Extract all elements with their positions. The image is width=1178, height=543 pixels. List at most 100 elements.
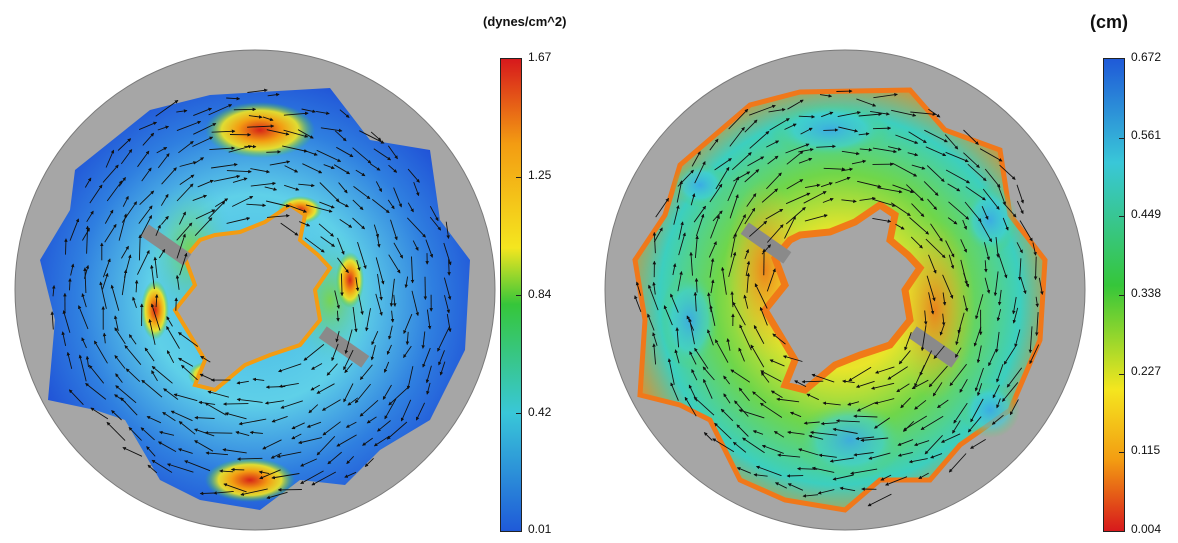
velocity-arrow: [386, 344, 392, 355]
velocity-arrow: [246, 203, 267, 208]
velocity-arrow: [963, 295, 969, 312]
velocity-arrow: [760, 370, 782, 382]
velocity-arrow: [773, 431, 785, 438]
velocity-arrow: [390, 310, 395, 323]
velocity-arrow: [316, 383, 335, 394]
velocity-arrow: [910, 111, 937, 116]
colorbar-unit-label: (dynes/cm^2): [483, 14, 567, 29]
velocity-arrow: [353, 186, 371, 200]
velocity-arrow: [767, 155, 779, 165]
velocity-arrow: [835, 176, 851, 184]
velocity-arrow: [194, 440, 214, 452]
velocity-arrow: [337, 257, 349, 274]
velocity-arrow: [321, 399, 341, 411]
velocity-arrow: [407, 168, 420, 183]
velocity-arrow: [157, 153, 170, 169]
velocity-arrow: [691, 368, 698, 381]
velocity-arrow: [766, 140, 780, 148]
velocity-arrow: [336, 310, 340, 322]
velocity-arrow: [851, 159, 867, 165]
velocity-arrow: [765, 208, 784, 220]
velocity-arrow: [930, 453, 943, 459]
velocity-arrow: [266, 214, 290, 218]
velocity-arrow: [335, 330, 340, 343]
blade: [318, 326, 370, 368]
velocity-arrow: [948, 201, 970, 220]
velocity-arrow: [693, 205, 706, 223]
velocity-arrow: [798, 114, 816, 119]
velocity-arrow: [142, 132, 155, 146]
velocity-arrow: [151, 366, 173, 384]
velocity-arrow: [690, 193, 696, 206]
velocity-arrow: [818, 453, 837, 458]
velocity-arrow: [104, 223, 117, 243]
velocity-arrow: [945, 169, 971, 184]
velocity-arrow: [323, 164, 335, 170]
velocity-arrow: [115, 385, 137, 404]
velocity-arrow: [1038, 277, 1044, 295]
velocity-arrow: [652, 231, 657, 254]
velocity-arrow: [726, 338, 731, 351]
velocity-arrow: [134, 279, 139, 293]
velocity-arrow: [344, 329, 353, 354]
velocity-arrow: [372, 199, 390, 214]
velocity-arrow: [1029, 344, 1040, 365]
velocity-arrow: [939, 324, 945, 336]
velocity-arrow: [68, 389, 84, 406]
velocity-arrow: [138, 205, 153, 224]
velocity-arrow: [104, 209, 114, 224]
velocity-arrow: [873, 92, 898, 99]
velocity-arrow: [677, 271, 683, 292]
velocity-arrow: [228, 145, 252, 153]
velocity-arrow: [161, 215, 169, 225]
velocity-arrow: [388, 386, 410, 406]
velocity-arrow: [176, 109, 188, 113]
velocity-arrow: [837, 111, 861, 118]
velocity-arrow: [70, 263, 75, 276]
velocity-arrow: [728, 108, 749, 130]
velocity-arrow: [283, 129, 309, 138]
impeller-hub: [760, 200, 925, 394]
velocity-arrow: [996, 309, 1002, 322]
velocity-arrow: [1032, 242, 1037, 256]
velocity-arrow: [753, 473, 768, 477]
velocity-arrow: [181, 364, 198, 381]
velocity-arrow: [357, 241, 367, 270]
velocity-arrow: [655, 197, 669, 218]
velocity-arrow: [999, 164, 1016, 180]
velocity-arrow: [877, 187, 903, 194]
velocity-arrow: [138, 234, 142, 261]
velocity-arrow: [299, 221, 311, 227]
velocity-arrow: [322, 421, 341, 436]
velocity-arrow: [787, 430, 805, 435]
velocity-arrow: [425, 365, 432, 384]
velocity-arrow: [382, 384, 392, 400]
velocity-arrow: [282, 145, 308, 153]
velocity-arrow: [874, 398, 895, 405]
velocity-arrow: [967, 416, 982, 433]
velocity-arrow: [153, 256, 158, 279]
velocity-arrow: [858, 112, 883, 117]
velocity-arrow: [426, 382, 431, 395]
velocity-arrow: [422, 347, 431, 368]
velocity-arrow: [992, 384, 1000, 399]
velocity-arrow: [224, 412, 247, 420]
velocity-arrow: [163, 388, 179, 400]
colorbar-tick: 0.115: [1131, 443, 1161, 457]
velocity-arrow: [904, 332, 912, 351]
velocity-arrow: [146, 416, 162, 424]
velocity-arrow: [855, 380, 875, 388]
velocity-arrow: [1012, 296, 1017, 315]
velocity-arrow: [259, 469, 281, 480]
velocity-arrow: [362, 437, 373, 446]
velocity-arrow: [344, 363, 353, 374]
velocity-arrow: [761, 444, 784, 454]
velocity-arrow: [161, 167, 177, 185]
velocity-arrow: [839, 486, 856, 492]
velocity-arrow: [373, 224, 380, 238]
velocity-arrow: [667, 358, 675, 385]
velocity-arrow: [769, 118, 790, 131]
velocity-arrow: [787, 99, 804, 110]
velocity-arrow: [406, 366, 414, 390]
velocity-arrow: [232, 177, 248, 183]
